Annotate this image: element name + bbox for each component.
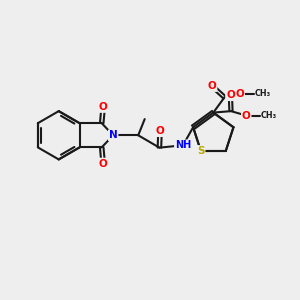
Text: O: O	[236, 89, 244, 99]
Text: O: O	[226, 90, 235, 100]
Text: CH₃: CH₃	[261, 111, 277, 120]
Text: O: O	[208, 81, 217, 91]
Text: CH₃: CH₃	[254, 89, 271, 98]
Text: O: O	[99, 158, 108, 169]
Text: O: O	[156, 126, 164, 136]
Text: NH: NH	[175, 140, 191, 150]
Text: O: O	[99, 102, 108, 112]
Text: N: N	[109, 130, 118, 140]
Text: S: S	[197, 146, 205, 156]
Text: O: O	[242, 111, 251, 121]
